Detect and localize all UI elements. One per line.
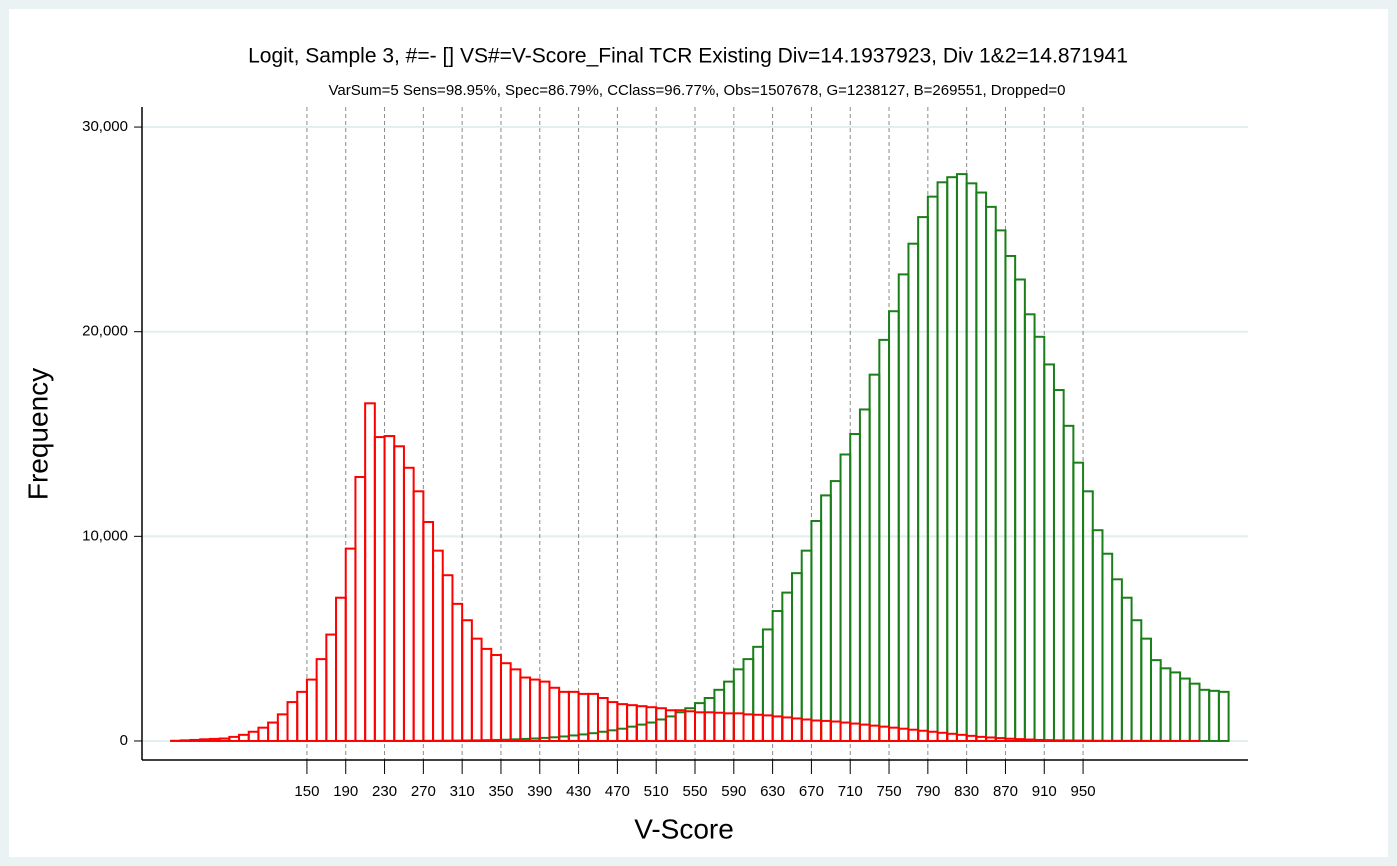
bar (1043, 739, 1055, 742)
x-tick-label: 870 (993, 783, 1018, 800)
bar (199, 738, 211, 742)
x-tick-label: 670 (799, 783, 824, 800)
x-tick-label: 350 (488, 783, 513, 800)
bar (1023, 738, 1036, 742)
y-tick-label: 20,000 (82, 323, 128, 340)
x-tick-label: 830 (954, 783, 979, 800)
bar (1014, 738, 1026, 742)
x-tick-label: 190 (333, 783, 358, 800)
x-tick-label: 470 (605, 783, 630, 800)
x-tick-label: 230 (372, 783, 397, 800)
x-tick-label: 790 (915, 783, 940, 800)
chart-subtitle: VarSum=5 Sens=98.95%, Spec=86.79%, CClas… (329, 82, 1066, 99)
chart-title: Logit, Sample 3, #=- [] VS#=V-Score_Fina… (248, 45, 1128, 68)
bar (1217, 690, 1230, 742)
x-axis-title: V-Score (634, 813, 734, 844)
bar (1033, 738, 1046, 742)
bar (179, 739, 192, 742)
x-tick-label: 310 (450, 783, 475, 800)
x-tick-label: 950 (1071, 783, 1096, 800)
bars (170, 173, 1230, 742)
background (9, 9, 1388, 857)
y-tick-label: 30,000 (82, 118, 128, 135)
x-tick-label: 550 (682, 783, 707, 800)
x-tick-label: 510 (644, 783, 669, 800)
bar (1062, 739, 1075, 742)
x-tick-label: 270 (411, 783, 436, 800)
x-tick-label: 910 (1032, 783, 1057, 800)
y-tick-label: 10,000 (82, 527, 128, 544)
x-tick-label: 430 (566, 783, 591, 800)
x-tick-label: 630 (760, 783, 785, 800)
y-axis-title: Frequency (22, 368, 53, 500)
y-tick-label: 0 (120, 732, 128, 749)
x-tick-label: 390 (527, 783, 552, 800)
bar (1052, 739, 1065, 742)
x-tick-label: 150 (294, 783, 319, 800)
x-tick-label: 750 (877, 783, 902, 800)
axes: 0 10,000 20,000 30,000 150 190 230 270 310 350 390… (82, 107, 1248, 800)
bar (189, 738, 202, 742)
x-tick-label: 590 (721, 783, 746, 800)
x-tick-label: 710 (838, 783, 863, 800)
